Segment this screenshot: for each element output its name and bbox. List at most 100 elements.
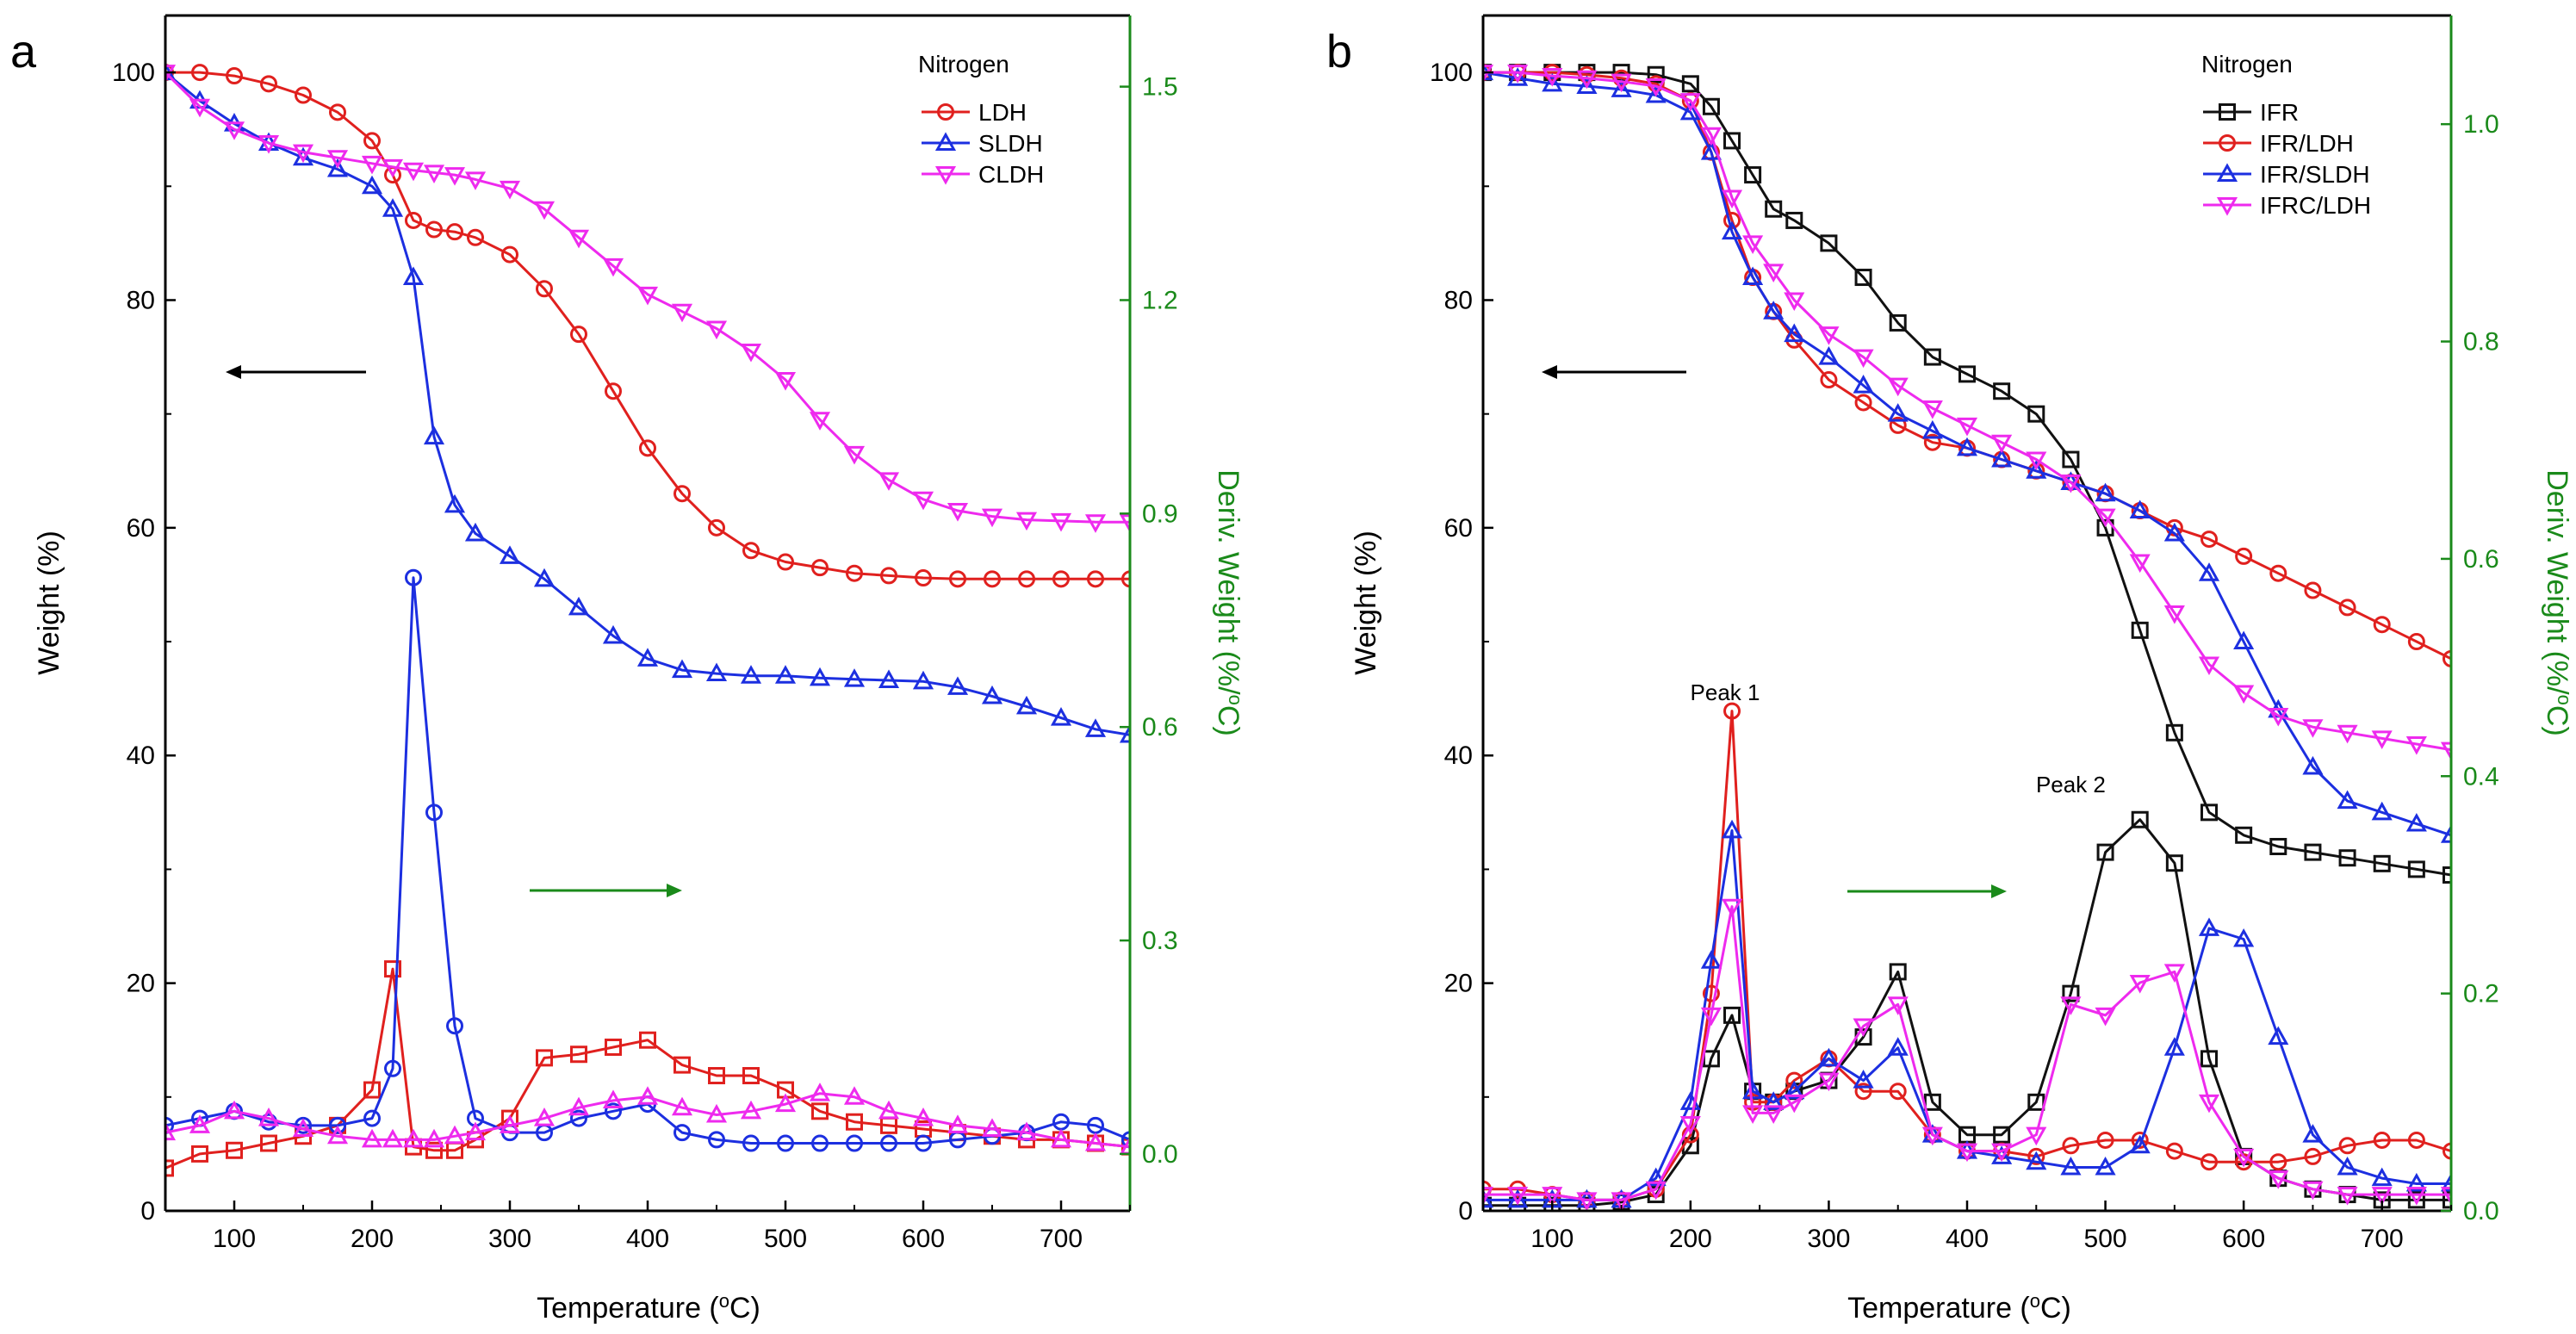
data-point — [2268, 1026, 2289, 1045]
data-point — [2373, 616, 2391, 634]
data-point — [2200, 1153, 2218, 1171]
data-point — [2302, 1181, 2324, 1201]
data-point — [570, 326, 587, 344]
data-point — [533, 568, 556, 587]
data-point — [880, 1134, 897, 1152]
data-point — [915, 1134, 932, 1152]
data-point — [1119, 1136, 1130, 1155]
data-point — [1702, 984, 1720, 1002]
data-point — [2337, 790, 2358, 810]
panel-a-label: a — [10, 26, 37, 78]
data-point — [2337, 1187, 2358, 1206]
data-point — [1921, 419, 1943, 439]
data-point — [2129, 1134, 2151, 1154]
data-point — [1647, 65, 1665, 84]
data-point — [1991, 448, 2013, 468]
data-point — [1679, 101, 1701, 121]
x-tick-label: 700 — [1040, 1225, 1083, 1253]
data-point — [1993, 382, 2011, 400]
y-tick-label: 80 — [1444, 286, 1473, 314]
data-point — [2371, 730, 2393, 749]
data-point — [636, 1086, 659, 1105]
data-point — [1084, 1132, 1107, 1151]
y2-tick-label: 0.9 — [1142, 499, 1178, 528]
data-point — [605, 382, 622, 400]
data-point — [2440, 741, 2451, 761]
data-point — [777, 553, 794, 571]
data-point — [1889, 313, 1907, 332]
data-point — [568, 1096, 590, 1116]
data-point — [1784, 1080, 1805, 1100]
x-tick-label: 500 — [764, 1225, 807, 1253]
data-point — [774, 372, 797, 391]
data-point — [1645, 78, 1667, 97]
data-point — [292, 1118, 314, 1137]
y2-tick-label: 0.2 — [2463, 980, 2499, 1008]
data-point — [639, 1031, 656, 1049]
data-point — [1956, 437, 1978, 456]
y2-tick-label: 1.2 — [1142, 286, 1178, 314]
data-point — [423, 164, 445, 183]
data-point — [165, 1121, 177, 1141]
data-point — [444, 493, 466, 513]
data-point — [423, 425, 445, 445]
data-point — [673, 485, 691, 503]
data-point — [915, 569, 932, 587]
data-point — [382, 158, 404, 178]
data-point — [402, 266, 425, 286]
data-point — [2026, 460, 2047, 479]
x-tick-label: 400 — [626, 1225, 669, 1253]
data-point — [1119, 723, 1130, 743]
data-point — [2095, 1007, 2116, 1027]
data-point — [912, 491, 934, 511]
data-point — [363, 132, 381, 150]
data-point — [1700, 950, 1722, 969]
data-point — [1744, 166, 1762, 184]
data-point — [292, 146, 314, 166]
panel-b-legend-title: Nitrogen — [2201, 51, 2293, 78]
series-ldh — [165, 64, 1130, 588]
data-point — [1820, 234, 1838, 252]
data-point — [1700, 1007, 1722, 1027]
data-point — [292, 144, 314, 164]
data-point — [671, 303, 693, 323]
data-point — [705, 320, 728, 340]
y-tick-label: 0 — [140, 1197, 155, 1225]
x-tick-label: 300 — [488, 1225, 531, 1253]
data-point — [402, 162, 425, 182]
series-line — [1483, 818, 2451, 1207]
y-tick-label: 40 — [127, 741, 155, 770]
data-point — [2407, 1131, 2425, 1149]
data-point — [2129, 499, 2151, 519]
data-point — [1721, 819, 1743, 839]
data-point — [501, 245, 518, 264]
data-point — [2200, 804, 2218, 822]
data-point — [981, 1118, 1003, 1137]
data-point — [1889, 963, 1907, 981]
data-point — [260, 75, 277, 93]
data-point — [742, 1067, 760, 1085]
data-point — [2373, 1131, 2391, 1149]
data-point — [361, 175, 383, 195]
y-tick-label: 60 — [1444, 514, 1473, 543]
data-point — [1818, 345, 1840, 365]
data-point — [1763, 301, 1785, 320]
data-point — [189, 1114, 211, 1133]
panel-b-axes: 100 200 300 400 500 600 700 0 20 40 60 80 100 0.0 0.2 0… — [1430, 14, 2499, 1253]
y-tick-label: 100 — [1430, 59, 1473, 87]
panel-a-ylabel: Weight (%) — [33, 530, 65, 675]
y2-tick-label: 0.3 — [1142, 927, 1178, 955]
data-point — [1956, 417, 1978, 437]
data-point — [2371, 1187, 2393, 1206]
data-point — [2407, 860, 2425, 878]
data-point — [2026, 1126, 2047, 1146]
data-point — [446, 223, 463, 241]
data-point — [2235, 826, 2253, 844]
data-point — [2405, 736, 2427, 755]
data-point — [536, 1049, 553, 1067]
data-point — [846, 564, 863, 582]
data-point — [811, 559, 829, 577]
data-point — [2198, 562, 2220, 581]
data-point — [1121, 570, 1130, 588]
legend-marker — [934, 166, 957, 185]
